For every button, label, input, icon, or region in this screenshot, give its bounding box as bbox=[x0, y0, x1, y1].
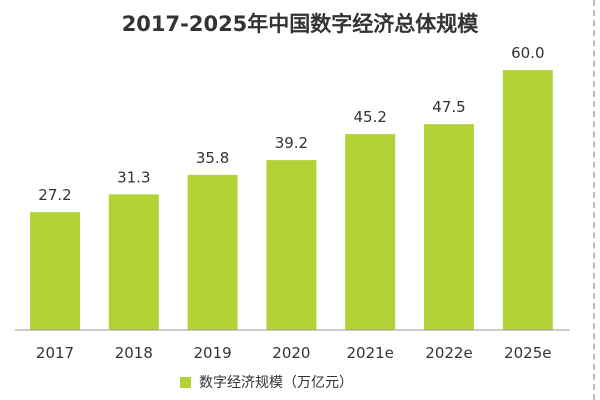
bar-2019 bbox=[187, 174, 238, 330]
data-label-2017: 27.2 bbox=[38, 186, 71, 204]
data-label-2021e: 45.2 bbox=[353, 108, 386, 126]
bar-2018 bbox=[108, 194, 159, 330]
bar-2022e bbox=[424, 124, 474, 331]
x-tick-label-2017: 2017 bbox=[36, 344, 74, 362]
bar-2025e bbox=[502, 70, 553, 330]
legend-swatch bbox=[180, 376, 191, 388]
data-label-2020: 39.2 bbox=[275, 134, 308, 152]
data-label-2025e: 60.0 bbox=[511, 44, 544, 62]
data-label-2019: 35.8 bbox=[196, 149, 229, 167]
x-tick-label-2020: 2020 bbox=[272, 344, 310, 362]
legend: 数字经济规模（万亿元） bbox=[180, 372, 353, 392]
bar-2020 bbox=[266, 160, 317, 330]
legend-label: 数字经济规模（万亿元） bbox=[199, 375, 353, 391]
data-label-2018: 31.3 bbox=[117, 168, 150, 186]
x-tick-label-2022e: 2022e bbox=[425, 344, 472, 362]
chart-title: 2017-2025年中国数字经济总体规模 bbox=[121, 12, 479, 36]
x-tick-label-2019: 2019 bbox=[194, 344, 232, 362]
bar-2017 bbox=[30, 212, 80, 330]
data-label-2022e: 47.5 bbox=[432, 98, 465, 116]
dashed-border bbox=[593, 0, 595, 400]
x-tick-label-2025e: 2025e bbox=[504, 344, 551, 362]
bar-2021e bbox=[345, 134, 396, 330]
x-tick-label-2021e: 2021e bbox=[346, 344, 393, 362]
x-tick-label-2018: 2018 bbox=[115, 344, 153, 362]
